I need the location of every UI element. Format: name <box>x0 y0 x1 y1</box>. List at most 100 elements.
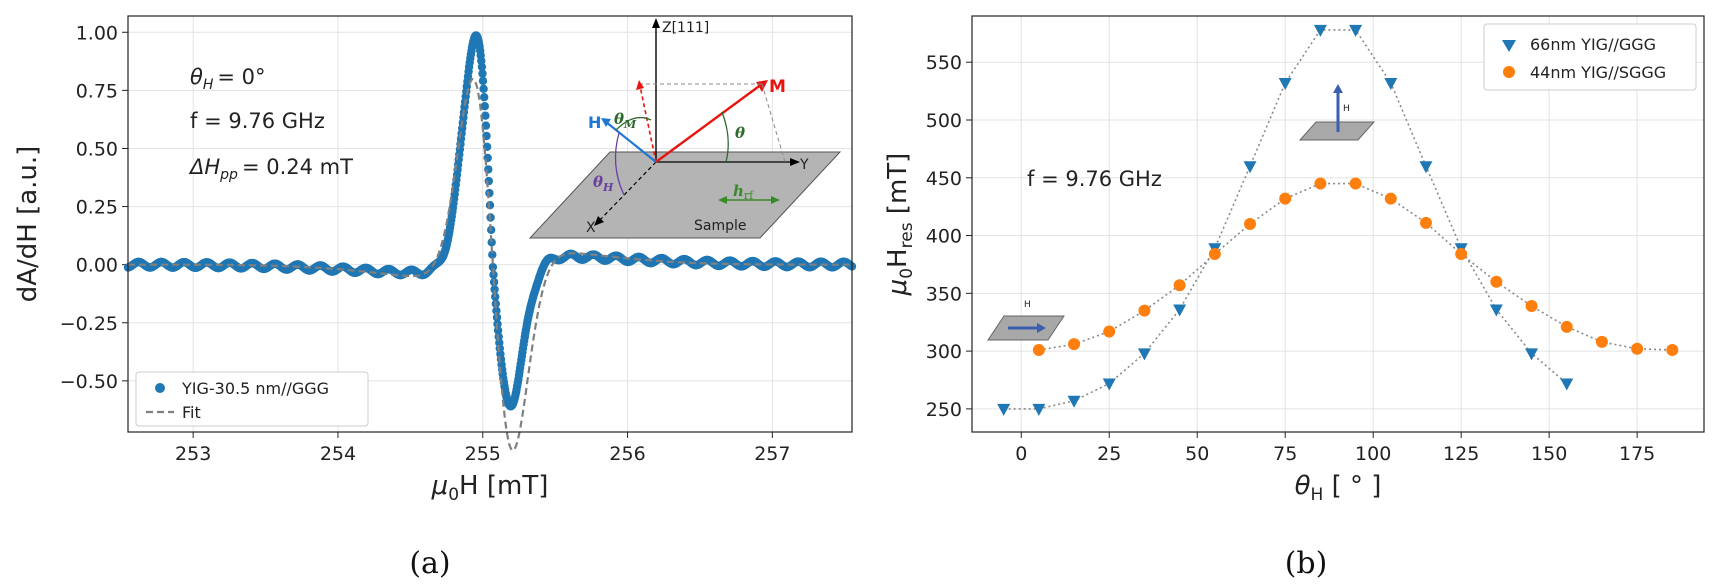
legend-label-66nm: 66nm YIG//GGG <box>1530 35 1656 54</box>
y-axis-arrowhead <box>790 158 800 166</box>
tick-label-y: −0.50 <box>60 371 118 393</box>
data-point <box>1560 320 1573 333</box>
data-point <box>1560 378 1574 391</box>
data-point <box>1595 335 1608 348</box>
tick-label-x: 100 <box>1355 443 1391 465</box>
data-point <box>1032 403 1046 416</box>
in-plane-sample-icon: H <box>987 300 1065 341</box>
data-point <box>1384 192 1397 205</box>
tick-label-y: 450 <box>926 168 962 190</box>
plot-frame <box>971 15 1705 433</box>
data-point <box>997 403 1011 416</box>
data-point <box>1314 177 1327 190</box>
tick-label-y: 1.00 <box>76 22 118 44</box>
data-point <box>1032 343 1045 356</box>
data-point <box>488 262 498 272</box>
out-of-plane-field-arrowhead <box>1333 84 1343 93</box>
theta-inset-label: θ <box>735 124 745 142</box>
theta-h-inset-label: θH <box>593 173 614 194</box>
tick-label-y: 0.25 <box>76 197 118 219</box>
frequency-annotation-b: f = 9.76 GHz <box>1027 167 1162 191</box>
data-point <box>478 76 488 86</box>
data-point <box>1068 338 1081 351</box>
data-point <box>1102 378 1116 391</box>
series-guide-line <box>1038 182 1673 351</box>
tick-label-x: 50 <box>1185 443 1209 465</box>
tick-label-x: 0 <box>1015 443 1027 465</box>
in-plane-field-arrowhead <box>1037 323 1046 333</box>
sample-label: Sample <box>694 218 747 234</box>
tick-label-y: 300 <box>926 341 962 363</box>
data-point <box>1631 342 1644 355</box>
data-point <box>1455 248 1468 261</box>
out-of-plane-field-label: H <box>1343 104 1350 114</box>
magnetization-vector <box>655 83 763 163</box>
data-point <box>1137 348 1151 361</box>
tick-label-y: 400 <box>926 226 962 248</box>
data-point <box>480 93 489 102</box>
tick-label-x: 257 <box>754 443 790 465</box>
y-axis-label: dA/dH [a.u.] <box>13 146 43 303</box>
tick-label-x: 256 <box>609 443 645 465</box>
caption-b: (b) <box>1285 546 1328 581</box>
plot-frame <box>127 15 853 433</box>
y-axis-label: μ0Hres [mT] <box>883 153 917 297</box>
data-point <box>1173 304 1187 317</box>
data-point <box>1349 177 1362 190</box>
legend-label-44nm: 44nm YIG//SGGG <box>1530 63 1666 82</box>
data-point <box>478 69 487 78</box>
data-point <box>1103 325 1116 338</box>
theta-h-arc <box>614 132 625 196</box>
data-point <box>487 238 496 247</box>
data-point <box>1244 218 1257 230</box>
data-point <box>1278 78 1292 91</box>
tick-label-x: 254 <box>320 443 356 465</box>
tick-label-y: 250 <box>926 399 962 421</box>
data-point <box>1525 348 1539 361</box>
rf-field-label: hrf <box>733 182 754 202</box>
data-point <box>492 306 501 315</box>
sample-plane <box>528 151 842 239</box>
data-point <box>1173 279 1186 292</box>
field-vector <box>605 121 657 163</box>
data-point <box>1384 78 1398 91</box>
field-arrowhead <box>601 118 611 127</box>
field-label: H <box>588 113 601 132</box>
frequency-annotation: f = 9.76 GHz <box>190 109 325 133</box>
linewidth-annotation: ΔHpp = 0.24 mT <box>188 155 353 183</box>
data-point <box>1666 343 1679 356</box>
caption-a: (a) <box>409 546 450 581</box>
data-point <box>480 102 489 111</box>
geometry-inset: Z[111] Y X M H θH θM θ hrf Sample <box>528 18 842 239</box>
legend-box <box>1483 23 1697 91</box>
data-point <box>1525 300 1538 313</box>
data-point <box>1313 24 1327 37</box>
legend-label-data: YIG-30.5 nm//GGG <box>181 379 329 398</box>
data-point <box>477 62 487 72</box>
data-point <box>490 285 499 294</box>
tick-label-y: 0.75 <box>76 80 118 102</box>
x-axis-label: μ0H [mT] <box>431 471 549 505</box>
theta-arc <box>721 111 729 163</box>
legend-marker-66nm <box>1502 40 1516 52</box>
panel-a: 253 254 255 256 257 −0.50 −0.25 0.00 0.25 0.50 0.7… <box>13 15 857 505</box>
panel-b: 0 25 50 75 100 125 150 175 250 300 350 400 450 500 550… <box>883 15 1705 505</box>
data-point <box>481 111 490 120</box>
tick-label-x: 75 <box>1273 443 1297 465</box>
data-point <box>1279 192 1292 205</box>
data-point <box>493 326 503 335</box>
data-point <box>1489 304 1503 317</box>
data-point <box>1419 161 1433 174</box>
data-point <box>479 84 488 94</box>
theta-h-annotation: θH = 0° <box>190 65 266 93</box>
data-point <box>1419 216 1432 229</box>
legend-box <box>135 371 369 427</box>
tick-label-x: 175 <box>1619 443 1655 465</box>
legend-marker-44nm <box>1503 66 1515 78</box>
tick-label-y: 0.50 <box>76 138 118 160</box>
tick-label-y: 550 <box>926 52 962 74</box>
tick-label-y: 500 <box>926 110 962 132</box>
data-point <box>484 176 493 186</box>
data-point <box>488 250 497 259</box>
x-axis-arrowhead <box>594 216 604 226</box>
